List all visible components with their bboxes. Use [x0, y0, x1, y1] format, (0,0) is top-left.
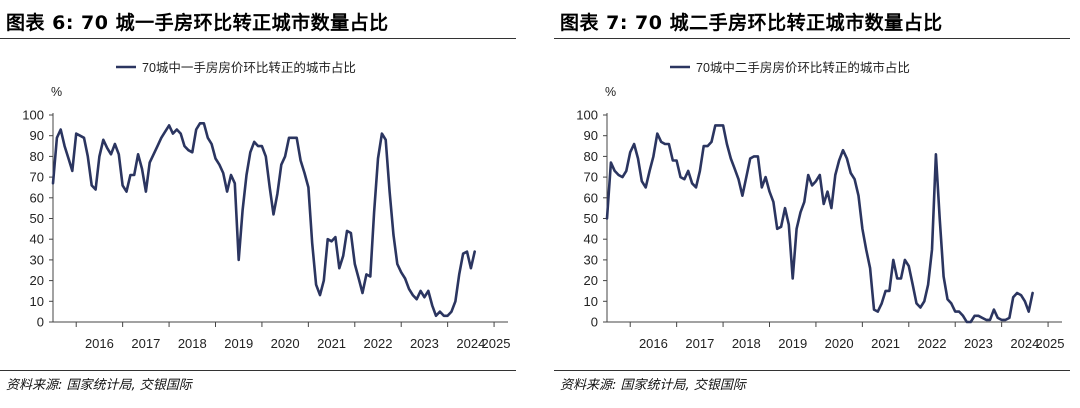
y-tick-label: 90 [584, 128, 598, 143]
title-divider [554, 38, 1070, 39]
x-tick-label: 2017 [131, 336, 160, 351]
y-tick-label: 80 [30, 149, 44, 164]
x-tick-label: 2021 [317, 336, 346, 351]
y-tick-label: 30 [30, 252, 44, 267]
x-tick-label: 2017 [685, 336, 714, 351]
y-tick-label: 80 [584, 149, 598, 164]
line-chart-right: 70城中二手房房价环比转正的城市占比% 0 10 20 30 40 50 60 70 80 90 10… [576, 60, 1065, 351]
title-divider [0, 38, 516, 39]
chart-title: 图表 6: 70 城一手房环比转正城市数量占比 [6, 12, 389, 34]
y-tick-label: 100 [576, 108, 598, 123]
y-tick-label: 50 [30, 211, 44, 226]
series-line [51, 122, 477, 318]
x-tick-label: 2022 [918, 336, 947, 351]
x-tick-label: 2016 [85, 336, 114, 351]
x-tick-label: 2024 [1010, 336, 1039, 351]
y-tick-label: 40 [30, 232, 44, 247]
y-tick-label: 70 [30, 170, 44, 185]
source-divider [0, 370, 516, 371]
y-tick-label: 30 [584, 252, 598, 267]
y-tick-label: 40 [584, 232, 598, 247]
y-tick-label: 50 [584, 211, 598, 226]
legend-label: 70城中一手房房价环比转正的城市占比 [142, 60, 356, 75]
y-axis-unit: % [605, 85, 616, 99]
chart-panel-right: 图表 7: 70 城二手房环比转正城市数量占比 70城中二手房房价环比转正的城市… [554, 0, 1074, 408]
y-tick-label: 0 [37, 315, 44, 330]
y-tick-label: 60 [30, 190, 44, 205]
x-tick-label: 2016 [639, 336, 668, 351]
series-line [605, 124, 1034, 324]
y-tick-label: 100 [22, 108, 44, 123]
source-divider [554, 370, 1070, 371]
x-tick-label: 2022 [364, 336, 393, 351]
x-tick-label: 2018 [732, 336, 761, 351]
x-tick-label: 2023 [964, 336, 993, 351]
chart-title: 图表 7: 70 城二手房环比转正城市数量占比 [560, 12, 943, 34]
x-tick-label: 2025 [482, 336, 511, 351]
y-tick-label: 0 [591, 315, 598, 330]
y-tick-label: 60 [584, 190, 598, 205]
source-note: 资料来源: 国家统计局, 交银国际 [560, 378, 746, 393]
y-axis-unit: % [51, 85, 62, 99]
line-chart-left: 70城中一手房房价环比转正的城市占比% 0 10 20 30 40 50 60 70 80 90 10… [22, 60, 511, 351]
x-tick-label: 2019 [778, 336, 807, 351]
y-tick-label: 20 [30, 273, 44, 288]
x-tick-label: 2023 [410, 336, 439, 351]
x-tick-label: 2025 [1036, 336, 1065, 351]
y-tick-label: 20 [584, 273, 598, 288]
x-tick-label: 2018 [178, 336, 207, 351]
x-tick-label: 2020 [271, 336, 300, 351]
legend-label: 70城中二手房房价环比转正的城市占比 [696, 60, 910, 75]
x-tick-label: 2021 [871, 336, 900, 351]
y-tick-label: 10 [584, 294, 598, 309]
y-tick-label: 10 [30, 294, 44, 309]
x-tick-label: 2024 [456, 336, 485, 351]
x-tick-label: 2020 [825, 336, 854, 351]
x-tick-label: 2019 [224, 336, 253, 351]
y-tick-label: 70 [584, 170, 598, 185]
y-tick-label: 90 [30, 128, 44, 143]
chart-panel-left: 图表 6: 70 城一手房环比转正城市数量占比 70城中一手房房价环比转正的城市… [0, 0, 520, 408]
source-note: 资料来源: 国家统计局, 交银国际 [6, 378, 192, 393]
